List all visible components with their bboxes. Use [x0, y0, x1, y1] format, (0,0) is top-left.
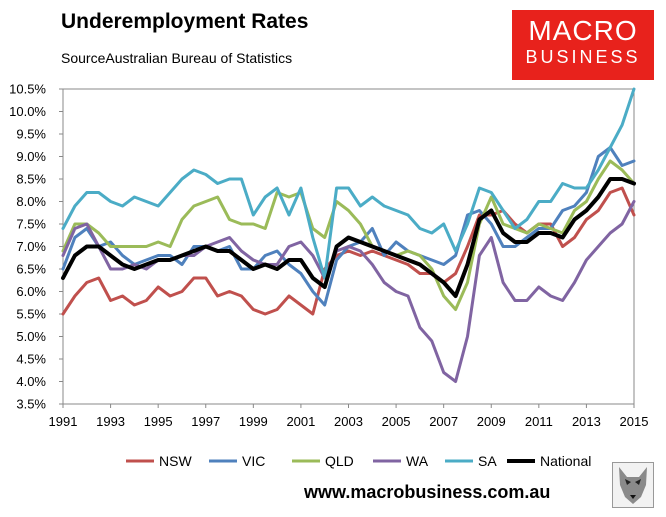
x-tick-label: 1999: [239, 414, 268, 429]
x-tick-label: 2003: [334, 414, 363, 429]
series-line-qld: [61, 159, 636, 311]
y-tick-label: 8.0%: [16, 194, 46, 209]
x-tick-label: 1993: [96, 414, 125, 429]
y-tick-label: 6.0%: [16, 284, 46, 299]
y-tick-label: 5.0%: [16, 329, 46, 344]
x-tick-label: 2011: [525, 414, 553, 429]
series-line-sa: [61, 87, 636, 280]
legend-label-vic: VIC: [242, 453, 265, 469]
series-line-national: [61, 177, 636, 298]
x-tick-label: 2007: [429, 414, 458, 429]
logo-line-2: BUSINESS: [525, 47, 641, 67]
y-tick-label: 4.0%: [16, 374, 46, 389]
x-tick-label: 2009: [477, 414, 506, 429]
logo-line-1: MACRO: [528, 15, 638, 46]
y-tick-label: 7.5%: [16, 217, 46, 232]
y-tick-label: 7.0%: [16, 239, 46, 254]
x-tick-label: 1997: [191, 414, 220, 429]
x-tick-label: 1991: [49, 414, 78, 429]
footer-url: www.macrobusiness.com.au: [304, 482, 551, 502]
legend-label-national: National: [540, 453, 591, 469]
chart-source: SourceAustralian Bureau of Statistics: [61, 50, 293, 66]
y-tick-label: 6.5%: [16, 262, 46, 277]
x-tick-label: 2001: [286, 414, 315, 429]
legend-label-wa: WA: [406, 453, 429, 469]
legend-label-sa: SA: [478, 453, 497, 469]
y-tick-label: 10.5%: [9, 82, 46, 97]
page-title: Underemployment Rates: [61, 10, 309, 33]
x-tick-label: 2013: [572, 414, 601, 429]
x-tick-label: 2005: [382, 414, 411, 429]
y-tick-label: 8.5%: [16, 172, 46, 187]
x-tick-label: 2015: [620, 414, 649, 429]
y-tick-label: 5.5%: [16, 307, 46, 322]
y-tick-label: 10.0%: [9, 104, 46, 119]
x-tick-label: 1995: [144, 414, 173, 429]
wolf-icon: [612, 462, 654, 508]
legend-label-nsw: NSW: [159, 453, 192, 469]
y-tick-label: 3.5%: [16, 397, 46, 412]
legend-label-qld: QLD: [325, 453, 354, 469]
y-tick-label: 9.0%: [16, 149, 46, 164]
brand-logo: MACRO BUSINESS: [512, 10, 654, 80]
y-tick-label: 9.5%: [16, 127, 46, 142]
y-tick-label: 4.5%: [16, 352, 46, 367]
